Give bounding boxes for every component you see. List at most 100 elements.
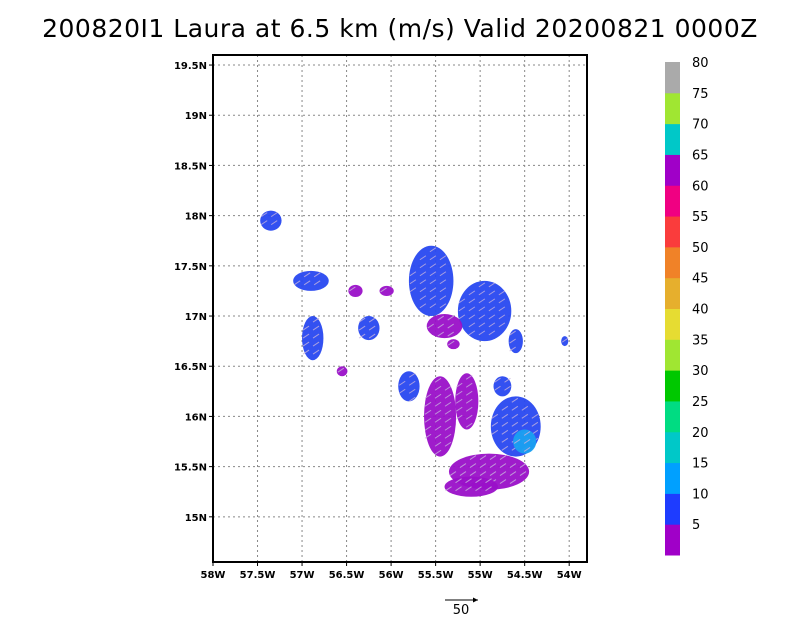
wind-region	[424, 376, 457, 457]
wind-region-shape	[508, 329, 523, 354]
x-tick-label: 55W	[468, 570, 493, 581]
wind-vector	[561, 337, 569, 343]
wind-region	[336, 366, 348, 377]
y-tick-label: 15.5N	[174, 463, 207, 474]
y-tick-label: 19N	[185, 111, 207, 122]
wind-vector	[447, 331, 454, 337]
wind-vector	[498, 290, 506, 296]
colorbar-label: 60	[692, 179, 709, 194]
colorbar-label: 50	[692, 241, 709, 256]
wind-region	[260, 210, 282, 231]
colorbar-swatch	[665, 400, 680, 433]
wind-vector	[513, 439, 521, 444]
wind-region	[426, 314, 463, 339]
wind-vector	[479, 455, 487, 460]
wind-region	[408, 245, 454, 317]
wind-region-shape	[561, 336, 569, 347]
wind-vector	[494, 385, 501, 391]
colorbar-label: 75	[692, 87, 709, 102]
wind-vector	[424, 401, 432, 407]
wind-vector	[437, 315, 444, 321]
colorbar-label: 45	[692, 272, 709, 287]
wind-vector	[468, 322, 476, 328]
wind-vector	[465, 414, 473, 420]
wind-vector	[419, 303, 427, 309]
wind-vector	[408, 388, 416, 394]
wind-vector	[368, 317, 376, 323]
wind-region-shape	[348, 284, 363, 297]
wind-vector	[465, 374, 473, 380]
wind-vector	[501, 429, 509, 435]
wind-region-shape	[336, 366, 348, 377]
wind-region	[293, 270, 329, 291]
wind-vector	[444, 433, 452, 439]
wind-region-shape	[424, 376, 457, 457]
wind-vector	[499, 471, 507, 476]
wind-vector	[478, 298, 486, 304]
wind-vector	[380, 287, 387, 293]
wind-vector	[469, 471, 477, 476]
colorbar-swatch	[665, 185, 680, 217]
y-tick-label: 15N	[185, 513, 207, 524]
wind-vector	[302, 341, 310, 347]
wind-region-shape	[426, 314, 463, 339]
wind-vector	[504, 377, 511, 383]
colorbar-label: 65	[692, 148, 709, 163]
wind-vector	[458, 298, 466, 304]
wind-vector	[368, 333, 376, 339]
wind-vector	[303, 280, 311, 286]
wind-vector	[459, 471, 467, 476]
wind-vector	[488, 330, 496, 336]
wind-vector	[521, 413, 529, 419]
wind-vector	[465, 390, 473, 396]
y-tick-label: 18.5N	[174, 161, 207, 172]
wind-vector	[424, 409, 432, 415]
wind-vector	[434, 385, 442, 391]
wind-vector	[408, 372, 416, 378]
colorbar-label: 15	[692, 457, 709, 472]
colorbar-label: 10	[692, 487, 709, 502]
x-tick-label: 54.5W	[507, 570, 543, 581]
wind-vector	[455, 486, 462, 492]
wind-vector	[444, 409, 452, 415]
wind-vector	[349, 286, 356, 292]
y-tick-label: 16N	[185, 412, 207, 423]
wind-vector	[489, 471, 497, 476]
wind-vector	[498, 306, 506, 312]
wind-vector	[444, 425, 452, 431]
wind-vector	[511, 421, 519, 427]
wind-vector	[488, 322, 496, 328]
wind-vector	[465, 382, 473, 388]
colorbar-swatch	[665, 462, 680, 494]
wind-vector	[439, 271, 447, 277]
wind-region	[379, 285, 394, 296]
wind-vector	[434, 409, 442, 415]
wind-vector	[260, 220, 268, 226]
wind-vector	[489, 463, 497, 468]
wind-vector	[434, 441, 442, 447]
wind-vector	[445, 486, 452, 492]
wind-vector	[434, 401, 442, 407]
wind-vector	[429, 295, 437, 301]
wind-vector	[424, 425, 432, 431]
wind-vector	[408, 396, 416, 402]
x-tick-label: 55.5W	[418, 570, 454, 581]
wind-vector	[439, 303, 447, 309]
wind-vector	[424, 393, 432, 399]
colorbar-swatch	[665, 123, 680, 155]
wind-vector	[455, 390, 463, 396]
wind-vector	[302, 333, 310, 339]
wind-vector	[408, 380, 416, 386]
wind-vector	[455, 406, 463, 412]
wind-vector	[293, 280, 301, 286]
y-tick-label: 16.5N	[174, 362, 207, 373]
wind-vector	[501, 405, 509, 411]
colorbar-label: 25	[692, 395, 709, 410]
x-tick-label: 56.5W	[329, 570, 365, 581]
wind-vector	[434, 433, 442, 439]
wind-region-shape	[513, 429, 537, 454]
wind-vector	[434, 417, 442, 423]
wind-vector	[511, 413, 519, 419]
wind-vector	[444, 417, 452, 423]
wind-vector	[429, 287, 437, 293]
